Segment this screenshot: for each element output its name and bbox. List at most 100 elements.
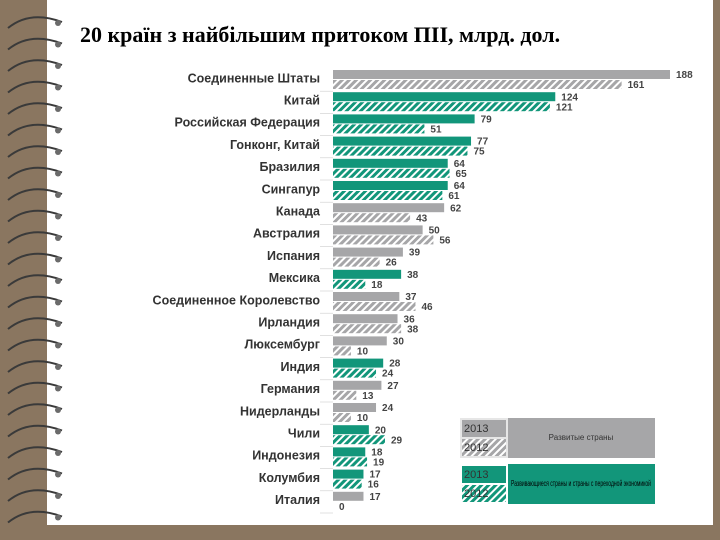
ring-hole: [55, 192, 61, 198]
value-label: 62: [450, 203, 462, 214]
bar: [333, 491, 364, 501]
category-label: Бразилия: [259, 160, 320, 174]
category-label: Чили: [288, 426, 320, 440]
value-label: 24: [382, 403, 394, 414]
ring-hole: [55, 256, 61, 263]
value-label: 38: [407, 270, 419, 281]
value-label: 36: [404, 314, 416, 325]
bar: [333, 279, 366, 289]
ring-hole: [55, 149, 61, 155]
bar: [333, 324, 402, 334]
bar: [333, 213, 411, 223]
value-label: 26: [386, 258, 398, 269]
category-label: Индия: [281, 360, 320, 374]
value-label: 17: [369, 492, 381, 503]
ring-hole: [55, 170, 61, 177]
ring-hole: [55, 278, 61, 284]
legend-group-box: [508, 464, 655, 504]
category-label: Соединенные Штаты: [188, 71, 320, 85]
bar: [333, 368, 377, 378]
ring-hole: [55, 20, 61, 26]
ring-hole: [55, 127, 61, 134]
value-label: 27: [387, 381, 399, 392]
ring-hole: [55, 493, 61, 499]
ring-hole: [55, 41, 61, 48]
value-label: 17: [369, 470, 381, 481]
value-label: 64: [454, 159, 466, 170]
bar: [333, 102, 550, 112]
value-label: 24: [382, 369, 394, 380]
value-label: 43: [416, 213, 428, 224]
ring-hole: [55, 235, 61, 241]
legend-group-text: Развитые страны: [549, 433, 614, 442]
bar: [333, 146, 468, 156]
legend-swatch: [462, 485, 506, 502]
ring-hole: [55, 450, 61, 456]
bar: [333, 425, 369, 435]
value-label: 18: [371, 280, 383, 291]
bar: [333, 469, 364, 479]
ring-hole: [55, 63, 61, 69]
category-label: Мексика: [269, 271, 321, 285]
value-label: 28: [389, 359, 401, 370]
bar: [333, 435, 385, 445]
bar: [333, 269, 402, 279]
value-label: 30: [393, 337, 405, 348]
category-label: Нидерланды: [240, 404, 320, 418]
category-label: Соединенное Королевство: [153, 293, 321, 307]
value-label: 20: [375, 425, 387, 436]
value-label: 10: [357, 413, 369, 424]
value-label: 61: [448, 191, 460, 202]
value-label: 39: [409, 248, 421, 259]
legend-year: 2012: [464, 442, 488, 454]
value-label: 161: [628, 80, 645, 91]
value-label: 75: [473, 147, 485, 158]
bar: [333, 358, 384, 368]
bar: [333, 158, 448, 168]
ring-hole: [55, 106, 61, 112]
value-label: 56: [439, 236, 451, 247]
category-label: Италия: [275, 493, 320, 507]
category-label: Российская Федерация: [175, 116, 320, 130]
bar: [333, 314, 398, 324]
value-label: 46: [421, 302, 433, 313]
value-label: 50: [429, 226, 441, 237]
category-label: Люксембург: [244, 338, 320, 352]
ring-hole: [55, 385, 61, 392]
legend-group-text: Развивающиеся страны и страны с переходн…: [511, 479, 651, 488]
category-label: Испания: [267, 249, 320, 263]
bar: [333, 336, 387, 346]
bar: [333, 479, 362, 489]
bar: [333, 413, 351, 422]
legend-group-box: [508, 418, 655, 458]
category-label: Канада: [276, 204, 321, 218]
ring-hole: [55, 213, 61, 220]
value-label: 79: [481, 115, 493, 126]
category-label: Гонконг, Китай: [230, 138, 320, 152]
binding: [7, 16, 63, 524]
ring-hole: [55, 364, 61, 370]
bar: [333, 191, 443, 200]
value-label: 77: [477, 137, 489, 148]
bar: [333, 346, 351, 356]
bar: [333, 114, 475, 124]
ring-hole: [55, 84, 61, 91]
legend-year: 2013: [464, 423, 488, 435]
value-label: 188: [676, 70, 693, 81]
ring-hole: [55, 299, 61, 306]
bar: [333, 302, 416, 311]
bar: [333, 70, 670, 79]
value-label: 65: [456, 169, 468, 180]
bar: [333, 457, 368, 467]
legend-year: 2013: [464, 469, 488, 481]
bar: [333, 390, 357, 400]
bar: [333, 181, 448, 190]
bar: [333, 92, 556, 102]
ring-hole: [55, 514, 61, 521]
category-label: Германия: [261, 382, 320, 396]
legend-year: 2012: [464, 488, 488, 500]
value-label: 13: [362, 391, 374, 402]
category-label: Колумбия: [259, 471, 320, 485]
